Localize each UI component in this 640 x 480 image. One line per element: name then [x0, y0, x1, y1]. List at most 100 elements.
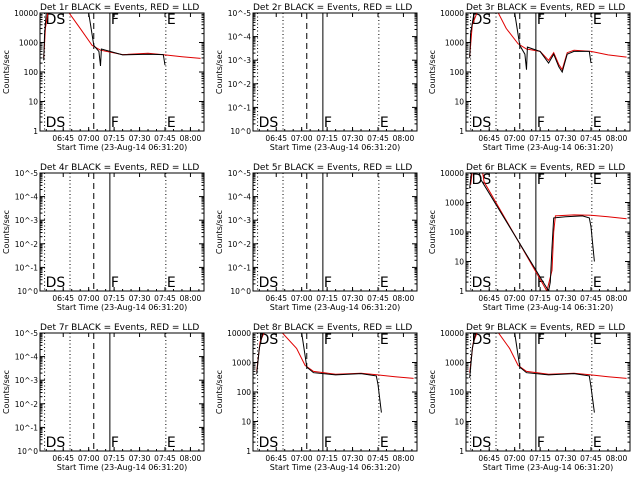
x-axis-label: Start Time (23-Aug-14 06:31:20) [57, 463, 188, 472]
marker-label-f: F [537, 115, 545, 131]
y-axis-label: Counts/sec [215, 50, 224, 94]
x-tick-label: 07:00 [78, 454, 100, 463]
x-tick-label: 07:15 [316, 454, 338, 463]
x-tick-label: 07:15 [529, 454, 551, 463]
x-tick-label: 07:00 [291, 454, 313, 463]
x-tick-label: 06:45 [265, 134, 287, 143]
panel-7: DS F E Det 7r BLACK = Events, RED = LLD 06:4… [2, 323, 205, 472]
x-tick-label: 08:00 [393, 454, 415, 463]
y-tick-label: 1 [246, 447, 251, 456]
panel-title: Det 6r BLACK = Events, RED = LLD [466, 163, 625, 173]
x-tick-label: 08:00 [393, 134, 415, 143]
marker-label-e: E [593, 435, 602, 451]
series-events-line [256, 333, 382, 413]
y-tick-label: 1 [459, 127, 464, 136]
x-tick-label: 07:45 [154, 134, 176, 143]
y-tick-label: 10^0 [17, 287, 38, 296]
x-tick-label: 08:00 [180, 134, 202, 143]
x-tick-label: 07:30 [342, 454, 364, 463]
panel-title: Det 3r BLACK = Events, RED = LLD [466, 3, 625, 13]
y-tick-label: 10^-1 [15, 423, 39, 432]
marker-label-top-ds: DS [259, 332, 279, 348]
marker-label-ds: DS [46, 275, 66, 291]
y-tick-label: 1000 [19, 39, 38, 48]
plot-frame [252, 172, 418, 292]
marker-label-f: F [111, 435, 119, 451]
x-tick-label: 07:00 [78, 294, 100, 303]
x-tick-label: 07:30 [129, 134, 151, 143]
marker-label-top-f: F [537, 172, 545, 188]
marker-label-top-f: F [537, 12, 545, 28]
series-lld-line [469, 333, 627, 379]
x-axis-label: Start Time (23-Aug-14 06:31:20) [270, 143, 401, 152]
y-tick-label: 10^-5 [15, 169, 39, 178]
x-tick-label: 08:00 [606, 134, 628, 143]
x-axis-label: Start Time (23-Aug-14 06:31:20) [483, 303, 614, 312]
x-tick-label: 07:30 [342, 294, 364, 303]
y-tick-label: 100 [450, 228, 465, 237]
marker-label-top-f: F [111, 12, 119, 28]
marker-label-e: E [167, 115, 176, 131]
plot-frame [252, 12, 418, 132]
x-tick-label: 07:45 [367, 134, 389, 143]
x-tick-label: 07:15 [103, 294, 125, 303]
plot-frame [465, 12, 631, 132]
x-axis-label: Start Time (23-Aug-14 06:31:20) [57, 303, 188, 312]
plot-frame [252, 332, 418, 452]
marker-label-ds: DS [259, 115, 279, 131]
marker-label-top-e: E [593, 172, 602, 188]
y-tick-label: 10^-4 [15, 353, 39, 362]
x-axis-label: Start Time (23-Aug-14 06:31:20) [270, 303, 401, 312]
y-tick-label: 10^-3 [228, 56, 252, 65]
y-tick-label: 10^-4 [228, 193, 252, 202]
marker-label-e: E [380, 115, 389, 131]
marker-label-top-f: F [324, 332, 332, 348]
y-tick-label: 10000 [440, 329, 464, 338]
y-tick-label: 10^-4 [15, 193, 39, 202]
x-tick-label: 07:45 [580, 134, 602, 143]
x-tick-label: 06:45 [478, 454, 500, 463]
x-axis-label: Start Time (23-Aug-14 06:31:20) [270, 463, 401, 472]
y-tick-label: 10^-5 [15, 329, 39, 338]
y-tick-label: 1000 [445, 39, 464, 48]
x-tick-label: 07:00 [291, 294, 313, 303]
y-tick-label: 1 [459, 447, 464, 456]
x-tick-label: 07:00 [504, 294, 526, 303]
y-axis-label: Counts/sec [2, 210, 11, 254]
marker-label-top-e: E [593, 332, 602, 348]
marker-label-ds: DS [472, 275, 492, 291]
x-tick-label: 08:00 [180, 454, 202, 463]
marker-label-f: F [537, 275, 545, 291]
x-tick-label: 07:00 [78, 134, 100, 143]
y-tick-label: 10^-1 [228, 103, 252, 112]
x-tick-label: 07:30 [555, 134, 577, 143]
y-tick-label: 10^-2 [228, 240, 252, 249]
panel-title: Det 7r BLACK = Events, RED = LLD [40, 323, 199, 333]
x-tick-label: 07:30 [555, 454, 577, 463]
series-lld-line [469, 13, 627, 71]
x-tick-label: 07:15 [316, 294, 338, 303]
x-tick-label: 06:45 [478, 294, 500, 303]
y-tick-label: 10 [241, 418, 251, 427]
y-tick-label: 10000 [227, 329, 251, 338]
y-tick-label: 1000 [445, 199, 464, 208]
y-tick-label: 100 [450, 388, 465, 397]
plot-frame [39, 332, 205, 452]
x-tick-label: 07:45 [367, 294, 389, 303]
y-tick-label: 10 [28, 98, 38, 107]
marker-label-f: F [537, 435, 545, 451]
panel-title: Det 9r BLACK = Events, RED = LLD [466, 323, 625, 333]
marker-label-top-f: F [537, 332, 545, 348]
x-tick-label: 07:15 [103, 134, 125, 143]
y-tick-label: 1000 [232, 359, 251, 368]
plot-frame [39, 12, 205, 132]
y-tick-label: 10^-2 [228, 80, 252, 89]
x-tick-label: 07:45 [154, 454, 176, 463]
x-tick-label: 07:15 [316, 134, 338, 143]
y-tick-label: 10^-2 [15, 240, 39, 249]
x-tick-label: 07:00 [291, 134, 313, 143]
y-tick-label: 10 [454, 98, 464, 107]
